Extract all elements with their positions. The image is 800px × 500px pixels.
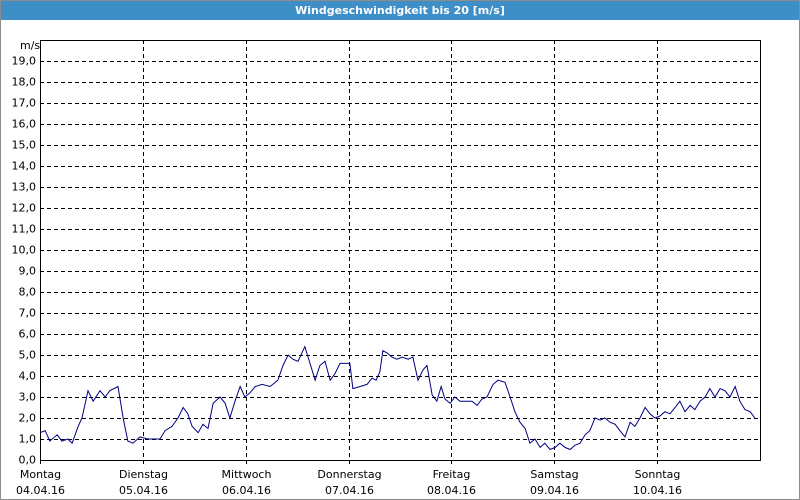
y-tick-label: 7,0 (19, 307, 37, 320)
x-tick-label: Dienstag (119, 468, 168, 481)
x-tick-label: Donnerstag (317, 468, 381, 481)
y-tick-label: 17,0 (12, 97, 37, 110)
y-tick-label: 12,0 (12, 202, 37, 215)
x-tick-label: Samstag (530, 468, 578, 481)
x-tick-date: 08.04.16 (427, 484, 476, 497)
y-tick-label: 18,0 (12, 76, 37, 89)
y-tick-label: 1,0 (19, 433, 37, 446)
y-tick-label: 16,0 (12, 118, 37, 131)
y-axis-label: m/s (20, 39, 40, 52)
y-tick-label: 10,0 (12, 244, 37, 257)
x-tick-label: Montag (20, 468, 61, 481)
x-tick-date: 04.04.16 (16, 484, 65, 497)
x-tick-date: 05.04.16 (119, 484, 168, 497)
y-tick-label: 13,0 (12, 181, 37, 194)
x-tick-date: 07.04.16 (325, 484, 374, 497)
x-tick-label: Freitag (433, 468, 471, 481)
y-tick-label: 15,0 (12, 139, 37, 152)
y-tick-label: 11,0 (12, 223, 37, 236)
y-tick-label: 0,0 (19, 454, 37, 467)
x-tick-label: Mittwoch (222, 468, 272, 481)
y-tick-label: 19,0 (12, 55, 37, 68)
y-tick-label: 6,0 (19, 328, 37, 341)
chart-title: Windgeschwindigkeit bis 20 [m/s] (295, 4, 505, 17)
y-tick-label: 5,0 (19, 349, 37, 362)
x-tick-label: Sonntag (635, 468, 681, 481)
title-bar (1, 1, 799, 20)
y-tick-label: 8,0 (19, 286, 37, 299)
x-tick-date: 06.04.16 (222, 484, 271, 497)
wind-line (39, 345, 756, 451)
x-tick-date: 09.04.16 (530, 484, 579, 497)
plot-border (40, 40, 761, 461)
y-tick-label: 4,0 (19, 370, 37, 383)
y-tick-label: 2,0 (19, 412, 37, 425)
y-tick-label: 14,0 (12, 160, 37, 173)
y-tick-label: 3,0 (19, 391, 37, 404)
x-tick-date: 10.04.16 (633, 484, 682, 497)
y-tick-label: 9,0 (19, 265, 37, 278)
